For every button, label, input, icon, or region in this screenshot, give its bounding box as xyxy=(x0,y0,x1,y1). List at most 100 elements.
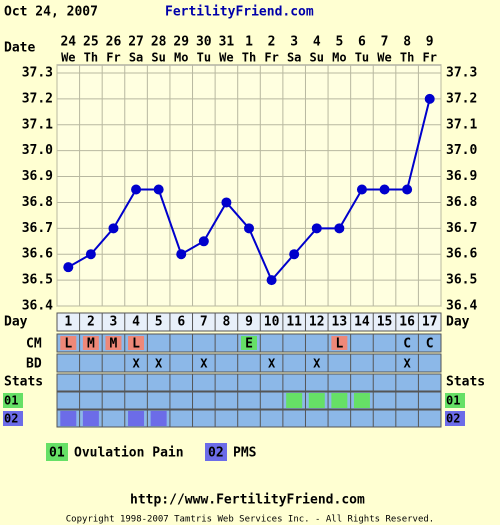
date-label: 7 xyxy=(381,35,389,50)
day-number: 17 xyxy=(422,315,438,330)
stat-code-box xyxy=(3,411,23,426)
temperature-point xyxy=(356,184,367,195)
legend-swatch xyxy=(205,443,227,461)
cm-cell xyxy=(331,336,348,350)
y-tick-label: 36.4 xyxy=(22,299,53,314)
stat-code: 01 xyxy=(4,394,18,408)
date-label: 29 xyxy=(173,35,189,50)
temperature-point xyxy=(221,197,232,208)
y-tick-label: 36.9 xyxy=(446,169,477,184)
temperature-point xyxy=(266,275,277,286)
day-number: 9 xyxy=(245,315,253,330)
weekday-label: Sa xyxy=(129,51,143,65)
temperature-point xyxy=(153,184,164,195)
table-row xyxy=(56,312,442,332)
weekday-label: Tu xyxy=(355,51,369,65)
stats-label: Stats xyxy=(4,375,43,390)
table-row xyxy=(56,409,442,428)
stat-mark xyxy=(128,411,145,426)
legend-code: 01 xyxy=(49,446,65,461)
y-tick-label: 36.8 xyxy=(22,195,53,210)
temperature-point xyxy=(379,184,390,195)
cm-cell xyxy=(60,336,77,350)
y-tick-label: 37.0 xyxy=(446,143,477,158)
date-label: 9 xyxy=(426,35,434,50)
weekday-label: Sa xyxy=(287,51,301,65)
date-label: 30 xyxy=(196,35,212,50)
y-tick-label: 36.6 xyxy=(446,247,477,262)
weekday-label: Mo xyxy=(174,51,188,65)
temperature-point xyxy=(176,249,187,260)
cm-value: C xyxy=(426,337,434,352)
cm-value: M xyxy=(110,337,118,352)
cm-value: C xyxy=(403,337,411,352)
day-number: 3 xyxy=(110,315,118,330)
stat-mark xyxy=(150,411,167,426)
legend-label: PMS xyxy=(233,446,257,461)
stat-mark xyxy=(286,393,303,408)
copyright: Copyright 1998-2007 Tamtris Web Services… xyxy=(66,515,434,525)
weekday-label: Th xyxy=(242,51,256,65)
weekday-label: Tu xyxy=(197,51,211,65)
cm-label: CM xyxy=(26,337,42,352)
cm-cell xyxy=(241,336,257,350)
cm-cell xyxy=(128,336,145,350)
weekday-label: Th xyxy=(84,51,98,65)
date-label: 25 xyxy=(83,35,99,50)
bd-mark: X xyxy=(155,357,163,371)
cm-value: E xyxy=(245,337,253,352)
stat-code-box xyxy=(445,393,465,408)
cm-value: L xyxy=(64,337,72,352)
plot-area xyxy=(56,64,442,307)
y-tick-label: 37.3 xyxy=(446,66,477,81)
bd-mark: X xyxy=(313,357,321,371)
y-tick-label: 37.1 xyxy=(446,117,477,132)
cm-cell xyxy=(105,336,122,350)
weekday-label: Fr xyxy=(106,51,120,65)
y-tick-label: 37.3 xyxy=(22,66,53,81)
day-number: 7 xyxy=(200,315,208,330)
bd-mark: X xyxy=(404,357,412,371)
day-number: 1 xyxy=(64,315,72,330)
temperature-point xyxy=(131,184,142,195)
y-tick-label: 36.5 xyxy=(22,273,53,288)
legend-code: 02 xyxy=(208,446,224,461)
temperature-point xyxy=(402,184,413,195)
weekday-label: We xyxy=(61,51,75,65)
weekday-label: Fr xyxy=(422,51,436,65)
day-label: Day xyxy=(446,315,470,330)
y-tick-label: 37.1 xyxy=(22,117,53,132)
cm-value: M xyxy=(87,337,95,352)
y-tick-label: 36.6 xyxy=(22,247,53,262)
day-number: 8 xyxy=(222,315,230,330)
day-number: 10 xyxy=(264,315,280,330)
cm-value: L xyxy=(335,337,343,352)
y-tick-label: 36.8 xyxy=(446,195,477,210)
temperature-point xyxy=(244,223,254,234)
day-number: 15 xyxy=(377,315,393,330)
temperature-point xyxy=(311,223,322,234)
day-number: 14 xyxy=(354,315,370,330)
date-label: 31 xyxy=(219,35,235,50)
weekday-label: Mo xyxy=(332,51,346,65)
y-tick-label: 36.7 xyxy=(22,221,53,236)
stat-mark xyxy=(82,411,99,426)
temperature-point xyxy=(334,223,345,234)
date-label: 1 xyxy=(245,35,253,50)
temperature-point xyxy=(63,262,74,273)
day-number: 16 xyxy=(399,315,415,330)
legend-label: Ovulation Pain xyxy=(74,446,184,461)
date-label: 8 xyxy=(403,35,411,50)
stat-code: 02 xyxy=(446,412,460,426)
weekday-label: We xyxy=(219,51,233,65)
bd-mark: X xyxy=(200,357,208,371)
chart-date: Oct 24, 2007 xyxy=(4,5,98,20)
day-number: 12 xyxy=(309,315,325,330)
temperature-point xyxy=(424,93,435,104)
stat-mark xyxy=(353,393,370,408)
y-tick-label: 36.7 xyxy=(446,221,477,236)
stat-code-box xyxy=(3,393,23,408)
date-label: Date xyxy=(4,41,35,56)
date-label: 26 xyxy=(106,35,122,50)
